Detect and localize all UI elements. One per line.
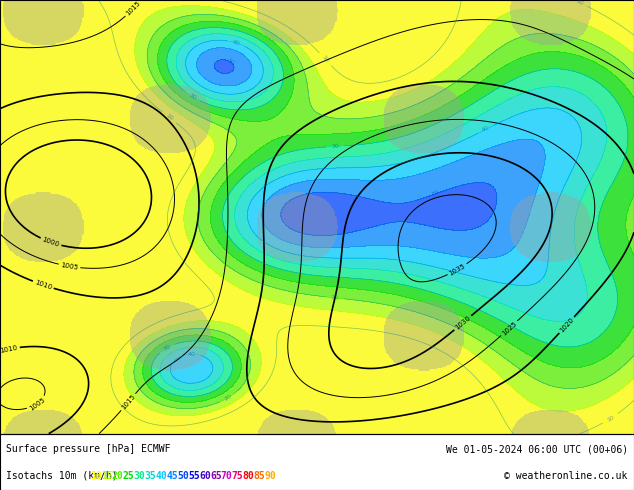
Text: 10: 10: [575, 0, 584, 6]
Text: Isotachs 10m (km/h): Isotachs 10m (km/h): [6, 471, 118, 481]
Text: 10: 10: [606, 414, 615, 422]
Text: 65: 65: [210, 471, 222, 481]
Text: 10: 10: [90, 471, 101, 481]
Text: 80: 80: [243, 471, 254, 481]
Text: 15: 15: [101, 471, 113, 481]
Text: 1015: 1015: [125, 0, 142, 17]
Text: 20: 20: [112, 471, 124, 481]
Text: 40: 40: [481, 125, 490, 133]
Text: 90: 90: [264, 471, 276, 481]
Text: Surface pressure [hPa] ECMWF: Surface pressure [hPa] ECMWF: [6, 444, 171, 454]
Text: 50: 50: [177, 471, 189, 481]
Text: 85: 85: [254, 471, 265, 481]
Text: 30: 30: [332, 144, 340, 149]
Text: 1035: 1035: [448, 263, 467, 276]
Text: 1010: 1010: [0, 344, 18, 354]
Text: 1010: 1010: [34, 279, 53, 291]
Text: 75: 75: [231, 471, 243, 481]
Text: 60: 60: [199, 471, 210, 481]
Text: 1005: 1005: [60, 262, 79, 270]
Text: 25: 25: [123, 471, 134, 481]
Text: We 01-05-2024 06:00 UTC (00+06): We 01-05-2024 06:00 UTC (00+06): [446, 444, 628, 454]
Text: 35: 35: [145, 471, 156, 481]
Text: 10: 10: [165, 113, 174, 122]
Text: 10: 10: [321, 55, 330, 64]
Text: 20: 20: [330, 295, 339, 301]
Text: 45: 45: [166, 471, 178, 481]
Text: 40: 40: [188, 352, 196, 357]
Text: 30: 30: [162, 343, 172, 352]
Text: 20: 20: [223, 393, 232, 402]
Text: 55: 55: [188, 471, 200, 481]
Text: 50: 50: [431, 190, 440, 197]
Text: 30: 30: [134, 471, 145, 481]
Text: 50: 50: [226, 58, 235, 66]
Text: 1030: 1030: [454, 315, 472, 331]
Text: 1025: 1025: [501, 320, 518, 337]
Text: 1020: 1020: [559, 317, 575, 334]
Text: 40: 40: [232, 39, 241, 47]
Text: © weatheronline.co.uk: © weatheronline.co.uk: [504, 471, 628, 481]
Text: 70: 70: [221, 471, 233, 481]
Text: 1005: 1005: [28, 396, 46, 411]
Text: 1015: 1015: [120, 393, 136, 411]
Text: 1000: 1000: [41, 236, 60, 248]
Text: 30: 30: [188, 93, 197, 101]
Text: 40: 40: [155, 471, 167, 481]
